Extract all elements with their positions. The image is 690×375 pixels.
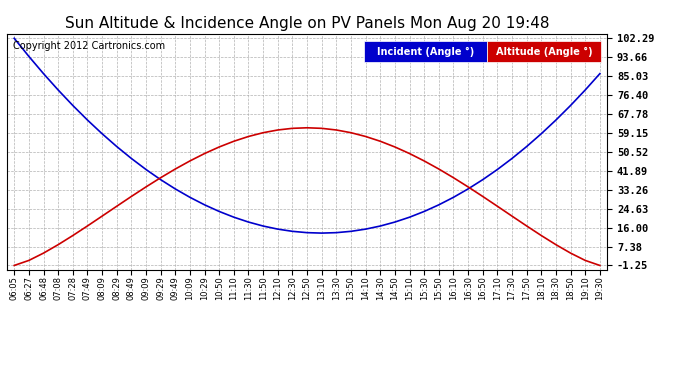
Text: Incident (Angle °): Incident (Angle °) bbox=[377, 46, 474, 57]
Text: Copyright 2012 Cartronics.com: Copyright 2012 Cartronics.com bbox=[13, 41, 165, 51]
FancyBboxPatch shape bbox=[364, 41, 487, 62]
FancyBboxPatch shape bbox=[487, 41, 601, 62]
Text: Altitude (Angle °): Altitude (Angle °) bbox=[496, 46, 593, 57]
Title: Sun Altitude & Incidence Angle on PV Panels Mon Aug 20 19:48: Sun Altitude & Incidence Angle on PV Pan… bbox=[65, 16, 549, 31]
